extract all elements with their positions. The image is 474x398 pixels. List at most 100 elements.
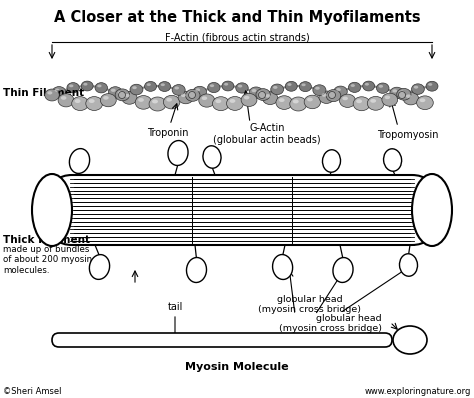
Ellipse shape <box>258 91 264 94</box>
Ellipse shape <box>149 97 166 111</box>
Ellipse shape <box>83 83 88 86</box>
Ellipse shape <box>47 91 52 94</box>
Ellipse shape <box>195 88 200 92</box>
Text: globular head
(myosin cross bridge): globular head (myosin cross bridge) <box>258 295 362 314</box>
Ellipse shape <box>58 94 74 107</box>
Ellipse shape <box>392 89 397 92</box>
Ellipse shape <box>178 91 193 104</box>
Ellipse shape <box>135 96 152 109</box>
FancyBboxPatch shape <box>52 175 432 245</box>
Ellipse shape <box>55 89 59 92</box>
Ellipse shape <box>326 90 341 101</box>
Ellipse shape <box>118 91 123 94</box>
Ellipse shape <box>334 86 347 97</box>
Ellipse shape <box>367 96 384 110</box>
Text: Troponin: Troponin <box>147 128 189 138</box>
Ellipse shape <box>61 96 66 100</box>
Ellipse shape <box>130 84 143 95</box>
Text: A Closer at the Thick and Thin Myofilaments: A Closer at the Thick and Thin Myofilame… <box>54 10 420 25</box>
Text: F-Actin (fibrous actin strands): F-Actin (fibrous actin strands) <box>164 33 310 43</box>
Ellipse shape <box>69 148 90 174</box>
Ellipse shape <box>252 89 256 92</box>
Ellipse shape <box>72 97 89 111</box>
Ellipse shape <box>258 92 265 98</box>
Ellipse shape <box>322 150 340 172</box>
Ellipse shape <box>89 99 95 103</box>
Ellipse shape <box>299 82 311 92</box>
Ellipse shape <box>428 83 432 86</box>
Ellipse shape <box>224 83 228 86</box>
Ellipse shape <box>210 84 214 87</box>
Ellipse shape <box>285 81 297 91</box>
Ellipse shape <box>222 81 234 91</box>
Ellipse shape <box>313 85 326 96</box>
Ellipse shape <box>336 88 341 91</box>
Ellipse shape <box>145 82 156 91</box>
Ellipse shape <box>111 89 116 92</box>
Ellipse shape <box>168 140 188 166</box>
Text: globular head
(myosin cross bridge): globular head (myosin cross bridge) <box>279 314 382 334</box>
Ellipse shape <box>161 83 165 86</box>
Ellipse shape <box>379 85 383 88</box>
Ellipse shape <box>301 84 306 86</box>
Ellipse shape <box>249 87 263 98</box>
Ellipse shape <box>244 96 249 100</box>
Ellipse shape <box>52 87 66 98</box>
Ellipse shape <box>276 96 292 109</box>
Text: Thin Filament: Thin Filament <box>3 88 84 98</box>
Text: Myosin Molecule: Myosin Molecule <box>185 362 289 372</box>
Ellipse shape <box>125 94 130 98</box>
Ellipse shape <box>293 100 299 103</box>
Ellipse shape <box>339 94 356 107</box>
Ellipse shape <box>188 92 193 95</box>
Ellipse shape <box>115 89 129 101</box>
Ellipse shape <box>122 92 137 104</box>
Ellipse shape <box>199 94 215 107</box>
Ellipse shape <box>208 82 220 93</box>
Ellipse shape <box>229 99 236 103</box>
Ellipse shape <box>382 93 398 106</box>
Ellipse shape <box>412 174 452 246</box>
Ellipse shape <box>146 83 151 86</box>
Ellipse shape <box>75 99 81 103</box>
Ellipse shape <box>67 83 79 93</box>
Ellipse shape <box>390 87 404 99</box>
Ellipse shape <box>365 83 369 86</box>
Ellipse shape <box>265 94 271 98</box>
Ellipse shape <box>159 82 171 92</box>
Text: Tropomyosin: Tropomyosin <box>377 130 439 140</box>
Ellipse shape <box>376 83 389 93</box>
Ellipse shape <box>263 92 278 105</box>
Ellipse shape <box>370 99 376 103</box>
Ellipse shape <box>45 89 59 101</box>
Text: G-Actin
(globular actin beads): G-Actin (globular actin beads) <box>213 123 321 144</box>
Ellipse shape <box>174 86 179 90</box>
Ellipse shape <box>203 146 221 168</box>
Ellipse shape <box>411 84 424 94</box>
Ellipse shape <box>307 98 313 101</box>
Ellipse shape <box>193 86 207 98</box>
Ellipse shape <box>290 97 307 111</box>
Ellipse shape <box>417 96 433 109</box>
Ellipse shape <box>212 97 229 111</box>
Ellipse shape <box>100 94 116 107</box>
Text: www.exploringnature.org: www.exploringnature.org <box>365 387 471 396</box>
Ellipse shape <box>328 92 336 98</box>
Ellipse shape <box>342 97 348 100</box>
Ellipse shape <box>414 86 418 89</box>
Ellipse shape <box>273 86 277 89</box>
Ellipse shape <box>393 326 427 354</box>
Ellipse shape <box>406 94 411 98</box>
Ellipse shape <box>348 82 361 92</box>
Ellipse shape <box>186 258 207 283</box>
Ellipse shape <box>201 96 207 100</box>
Ellipse shape <box>399 92 405 98</box>
Ellipse shape <box>118 92 126 98</box>
Ellipse shape <box>97 84 101 88</box>
Ellipse shape <box>164 96 180 109</box>
Ellipse shape <box>241 94 257 107</box>
Ellipse shape <box>189 92 195 98</box>
Ellipse shape <box>363 81 374 91</box>
Ellipse shape <box>426 81 438 91</box>
Ellipse shape <box>399 90 404 94</box>
